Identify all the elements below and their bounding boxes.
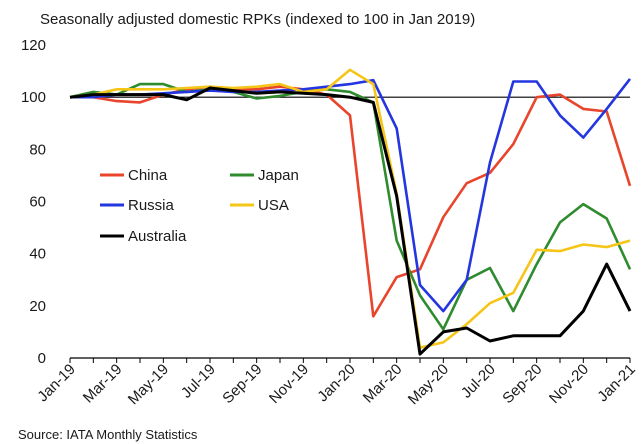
x-tick-label-nov-20: Nov-20 bbox=[546, 361, 592, 407]
source-note: Source: IATA Monthly Statistics bbox=[18, 427, 198, 442]
legend-label-china: China bbox=[128, 167, 168, 184]
y-tick-label-120: 120 bbox=[21, 37, 46, 54]
x-tick-label-jan-20: Jan-20 bbox=[314, 361, 358, 405]
x-axis: Jan-19 Mar-19 May-19 Jul-19 Sep-19 Nov-19 Jan-… bbox=[34, 357, 639, 408]
series-lines bbox=[69, 68, 632, 356]
chart-title: Seasonally adjusted domestic RPKs (index… bbox=[40, 11, 475, 28]
y-tick-label-0: 0 bbox=[38, 350, 46, 367]
x-tick-label-jan-19: Jan-19 bbox=[34, 361, 78, 405]
x-tick-label-mar-20: Mar-20 bbox=[360, 361, 406, 407]
legend-label-australia: Australia bbox=[128, 228, 187, 245]
series-line-usa bbox=[69, 68, 631, 349]
x-tick-label-jul-19: Jul-19 bbox=[178, 361, 219, 402]
legend-label-usa: USA bbox=[258, 197, 289, 214]
x-tick-label-sep-19: Sep-19 bbox=[219, 361, 265, 407]
x-tick-label-mar-19: Mar-19 bbox=[80, 361, 126, 407]
x-tick-label-jan-21: Jan-21 bbox=[594, 361, 638, 405]
legend-label-russia: Russia bbox=[128, 197, 175, 214]
legend-label-japan: Japan bbox=[258, 167, 299, 184]
y-tick-label-20: 20 bbox=[29, 298, 46, 315]
y-tick-label-60: 60 bbox=[29, 194, 46, 211]
x-tick-label-jul-20: Jul-20 bbox=[458, 361, 499, 402]
x-tick-label-sep-20: Sep-20 bbox=[499, 361, 545, 407]
series-line-australia bbox=[69, 86, 632, 356]
legend: China Japan Russia USA Australia bbox=[100, 167, 299, 245]
x-tick-label-nov-19: Nov-19 bbox=[266, 361, 312, 407]
x-tick-label-may-19: May-19 bbox=[125, 361, 172, 408]
x-tick-label-may-20: May-20 bbox=[405, 361, 452, 408]
series-line-japan bbox=[69, 82, 632, 331]
y-tick-label-80: 80 bbox=[29, 141, 46, 158]
y-axis: 0 20 40 60 80 100 120 bbox=[21, 37, 46, 367]
y-tick-label-100: 100 bbox=[21, 89, 46, 106]
y-tick-label-40: 40 bbox=[29, 246, 46, 263]
